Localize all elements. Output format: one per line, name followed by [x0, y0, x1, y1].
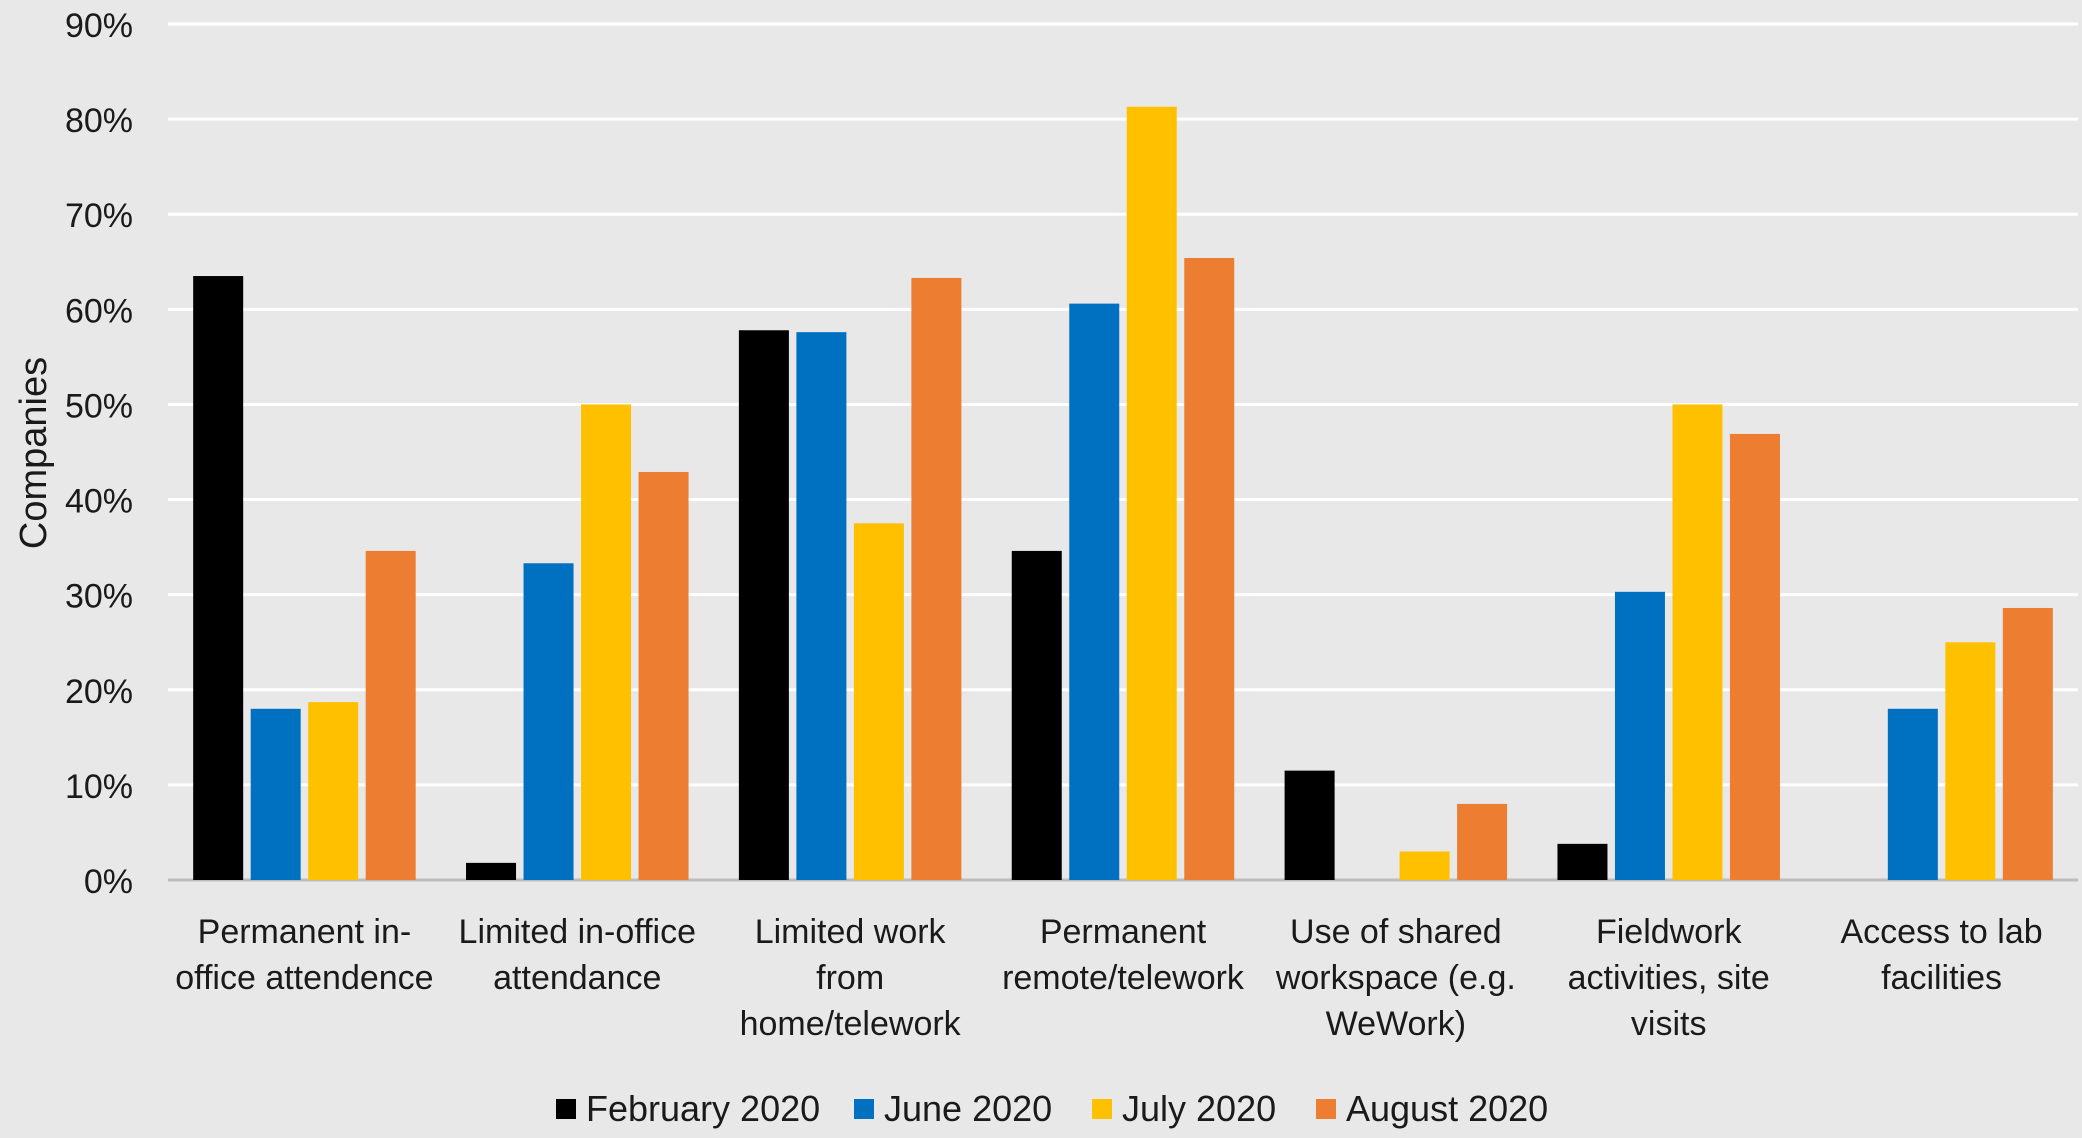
x-category-label: Permanent in-office attendence [175, 913, 433, 997]
bar-august-2020 [2002, 607, 2053, 880]
y-tick-label: 0% [84, 863, 133, 901]
y-axis-tick-labels: 0% 10% 20% 30% 40% 50% 60% 70% 80% 90% [65, 7, 133, 901]
legend-label: June 2020 [884, 1088, 1052, 1129]
y-tick-label: 70% [65, 197, 133, 235]
bar-june-2020 [250, 708, 301, 880]
y-tick-label: 80% [65, 102, 133, 140]
y-tick-label: 10% [65, 768, 133, 806]
x-category-label: Limited work from home/telework [740, 913, 962, 1043]
bar-august-2020 [638, 471, 689, 880]
bar-july-2020 [1945, 642, 1996, 880]
legend-swatch [854, 1099, 874, 1119]
x-category-label: Permanent remote/telework [1002, 913, 1245, 997]
bar-june-2020 [796, 332, 847, 880]
bar-february-2020 [738, 330, 789, 880]
bar-august-2020 [911, 277, 962, 880]
legend-swatch [1316, 1099, 1336, 1119]
y-tick-label: 30% [65, 578, 133, 616]
bar-february-2020 [193, 276, 244, 880]
legend-label: August 2020 [1346, 1088, 1548, 1129]
y-tick-label: 50% [65, 387, 133, 425]
bar-february-2020 [1284, 770, 1335, 880]
bar-august-2020 [1457, 803, 1508, 880]
bar-july-2020 [1126, 106, 1177, 881]
legend-swatch [1092, 1099, 1112, 1119]
bars [193, 106, 2053, 881]
x-category-label: Access to lab facilities [1840, 913, 2042, 997]
x-category-label: Limited in-office attendance [459, 913, 697, 997]
legend-label: July 2020 [1122, 1088, 1276, 1129]
x-axis-category-labels: Permanent in-office attendence Limited in… [175, 913, 2042, 1043]
y-tick-label: 90% [65, 7, 133, 45]
bar-june-2020 [1614, 591, 1665, 880]
bar-june-2020 [1069, 303, 1120, 880]
bar-august-2020 [1729, 433, 1780, 880]
bar-july-2020 [853, 523, 904, 880]
x-category-label: Fieldwork activities, site visits [1568, 913, 1770, 1043]
x-category-label: Use of shared workspace (e.g. WeWork) [1275, 913, 1516, 1043]
grid-lines [168, 22, 2078, 882]
bar-february-2020 [466, 862, 517, 880]
bar-february-2020 [1011, 550, 1062, 880]
bar-february-2020 [1557, 843, 1608, 880]
legend-label: February 2020 [586, 1088, 820, 1129]
y-tick-label: 60% [65, 292, 133, 330]
bar-august-2020 [1184, 257, 1235, 880]
bar-june-2020 [523, 563, 574, 880]
bar-july-2020 [1672, 404, 1723, 880]
bar-july-2020 [1399, 851, 1450, 880]
bar-july-2020 [308, 702, 359, 880]
y-tick-label: 20% [65, 673, 133, 711]
legend-swatch [556, 1099, 576, 1119]
legend: February 2020 June 2020 July 2020 August 20… [556, 1088, 1548, 1129]
bar-june-2020 [1887, 708, 1938, 880]
bar-august-2020 [365, 550, 416, 880]
bar-july-2020 [581, 404, 632, 880]
y-tick-label: 40% [65, 483, 133, 521]
y-axis-label: Companies [13, 357, 55, 549]
